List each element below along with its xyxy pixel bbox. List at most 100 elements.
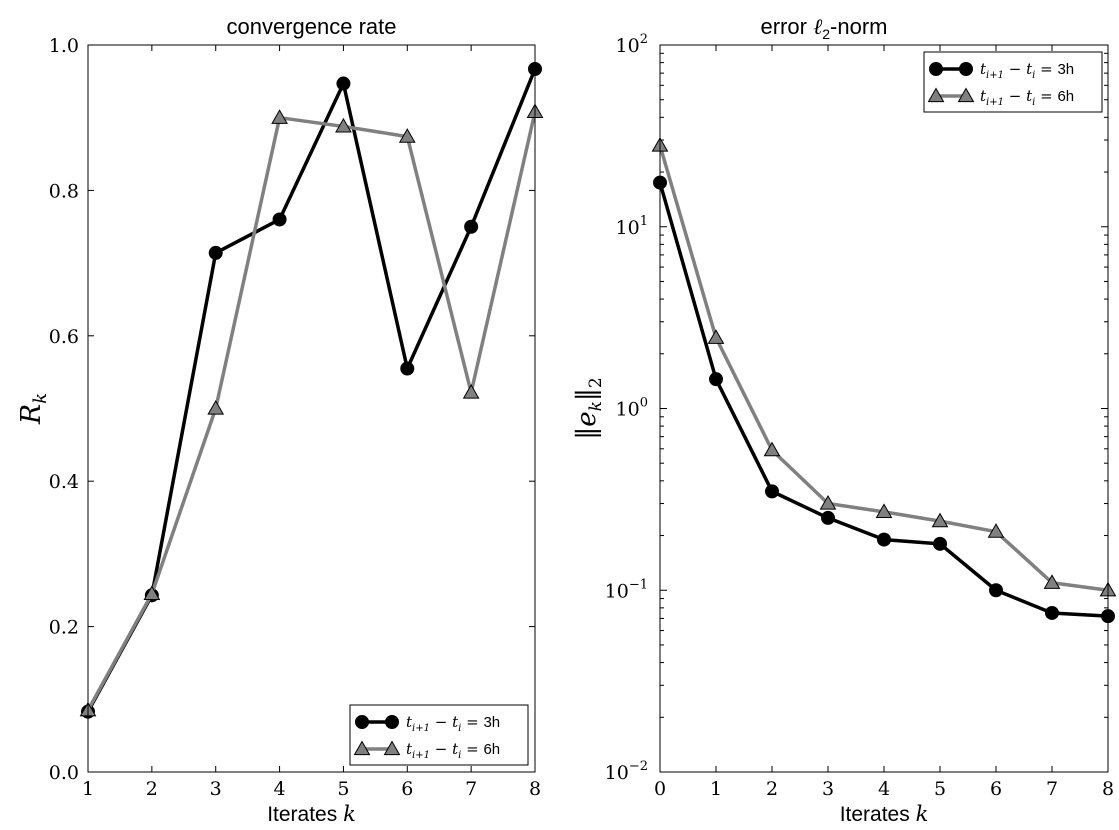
y-tick-label: 102 [616, 32, 648, 57]
legend-subscript: i+1 [986, 97, 1004, 108]
x-axis-label: Iterates k [840, 802, 929, 826]
y-axis-label-sub: k [30, 393, 51, 404]
legend-var-t: − t [1004, 60, 1033, 78]
legend-marker [383, 740, 401, 756]
x-tick-label: 2 [766, 778, 778, 800]
legend-var-t: t [980, 60, 987, 78]
data-point [207, 399, 225, 415]
y-tick-label: 0.0 [49, 762, 79, 784]
legend-value: 3h [483, 714, 500, 731]
x-axis-label-var: k [916, 802, 929, 826]
series-3h [653, 175, 1115, 624]
legend-subscript: i+1 [412, 723, 430, 734]
y-axis-label-sub: k [586, 401, 606, 411]
legend-marker [959, 62, 973, 76]
legend-box [349, 704, 529, 766]
legend-marker [927, 87, 945, 103]
y-axis-label-bar: ‖ [572, 388, 602, 401]
legend-marker [929, 62, 943, 76]
y-tick-exp: −1 [629, 577, 648, 592]
plot-frame [659, 44, 1109, 773]
y-tick-exp: 0 [640, 396, 648, 411]
x-tick-label: 8 [529, 778, 541, 800]
x-tick-label: 1 [710, 778, 722, 800]
legend-var-t: t [980, 87, 987, 105]
plot-frame [87, 44, 536, 773]
data-point [707, 329, 725, 344]
x-axis-label-text: Iterates [840, 803, 916, 826]
y-tick-exp: 1 [640, 214, 648, 229]
chart-title: error ℓ2-norm [761, 14, 888, 42]
data-point [336, 76, 351, 91]
data-point [709, 372, 723, 387]
x-tick-label: 3 [210, 778, 222, 800]
y-tick-exp: −2 [629, 759, 648, 774]
y-tick-base: 10 [616, 217, 640, 239]
data-point [271, 109, 288, 124]
legend-label: ti+1 − ti = 3h [980, 60, 1074, 81]
title-text-part: error [761, 14, 814, 39]
y-axis-label-base: R [16, 404, 47, 425]
legend-label: ti+1 − ti = 3h [406, 713, 500, 734]
data-point [931, 512, 949, 528]
y-axis-label: Rk [16, 393, 51, 425]
data-point [400, 361, 415, 376]
title-text-part: -norm [830, 14, 887, 39]
legend-equals: = [1035, 60, 1057, 78]
data-point [462, 383, 480, 399]
legend-subscript: i [458, 723, 461, 734]
legend-value: 6h [1057, 88, 1074, 105]
data-point [877, 532, 891, 547]
data-point [272, 212, 287, 227]
legend-marker [957, 87, 975, 103]
x-axis-label-text: Iterates [267, 803, 343, 826]
y-tick-exp: 2 [640, 32, 648, 47]
y-tick-label: 10−1 [605, 577, 648, 602]
series-6h [651, 136, 1117, 597]
panel-convergence-rate: convergence rate 1 2 3 4 5 6 7 8 0.0 0.2 0.4 0.6 0.8 1… [16, 14, 544, 826]
x-tick-label: 2 [146, 778, 158, 800]
series-line [658, 182, 1109, 618]
legend-subscript: i+1 [986, 70, 1004, 81]
x-tick-label: 4 [274, 778, 286, 800]
legend-marker [353, 740, 371, 756]
legend-var-t: t [406, 713, 413, 731]
y-tick-label: 0.6 [49, 326, 79, 348]
x-tick-label: 8 [1102, 778, 1114, 800]
legend-subscript: i+1 [412, 750, 430, 761]
x-tick-label: 4 [878, 778, 890, 800]
y-tick-label: 0.2 [49, 617, 79, 639]
y-axis-label: ‖ek‖2 [572, 377, 606, 440]
series-line [658, 144, 1109, 592]
y-tick-base: 10 [616, 35, 640, 57]
legend-equals: = [1035, 87, 1057, 105]
legend-label: ti+1 − ti = 6h [406, 740, 500, 761]
legend-label: ti+1 − ti = 6h [980, 87, 1074, 108]
y-tick-base: 10 [605, 580, 629, 602]
legend-var-t: − t [1004, 87, 1033, 105]
y-tick-label: 100 [616, 396, 648, 421]
data-point [208, 245, 223, 260]
legend-marker [385, 715, 399, 729]
x-tick-label: 1 [82, 778, 94, 800]
y-tick-label: 0.8 [49, 180, 79, 202]
x-tick-label: 7 [465, 778, 477, 800]
series-line [86, 111, 537, 712]
data-point [987, 523, 1005, 538]
x-tick-label: 3 [822, 778, 834, 800]
legend-marker [355, 715, 369, 729]
data-point [933, 536, 947, 551]
legend-var-t: − t [430, 740, 459, 758]
x-axis-label: Iterates k [267, 802, 356, 826]
data-point [821, 510, 835, 525]
y-tick-label: 10−2 [605, 759, 648, 784]
y-axis-label-var: e [572, 411, 602, 426]
title-var: ℓ [813, 15, 823, 40]
legend-subscript: i [1032, 97, 1035, 108]
y-tick-base: 10 [616, 399, 640, 421]
y-axis-label-sub: 2 [586, 377, 606, 388]
legend-equals: = [461, 713, 483, 731]
data-point [143, 585, 161, 601]
legend-box [923, 51, 1103, 113]
